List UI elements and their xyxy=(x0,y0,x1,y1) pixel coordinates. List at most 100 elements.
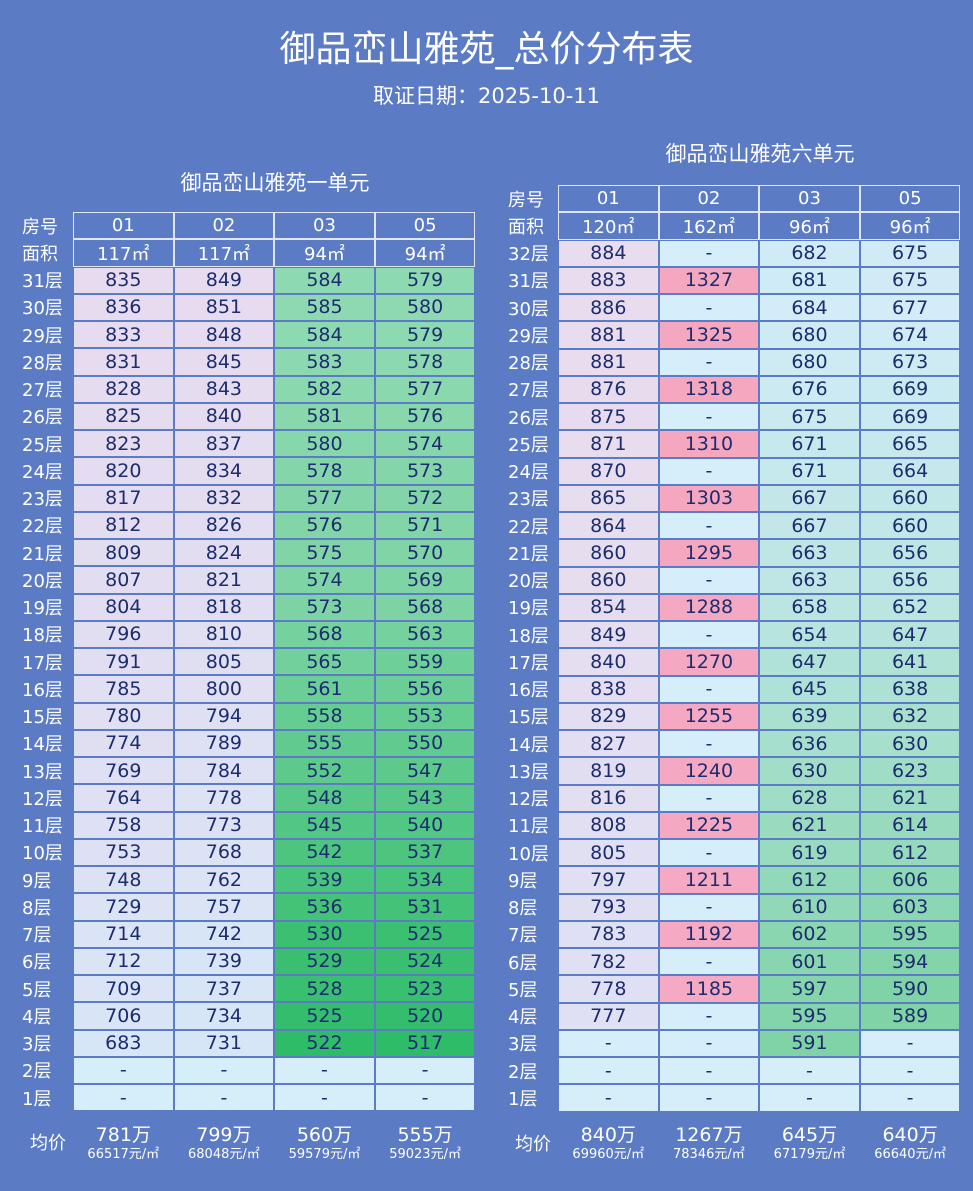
price-cell: 578 xyxy=(374,348,476,376)
average-total: 560万 xyxy=(296,1123,353,1146)
price-cell: 576 xyxy=(274,511,375,539)
price-cell: 619 xyxy=(759,839,860,867)
floor-label: 26层 xyxy=(508,407,549,429)
floor-label: 8层 xyxy=(508,898,538,920)
price-cell: 807 xyxy=(73,566,174,594)
price-cell: 849 xyxy=(558,621,659,649)
price-cell: 614 xyxy=(859,811,961,839)
floor-label: 24层 xyxy=(22,461,63,483)
room-area: 120㎡ xyxy=(558,212,659,240)
price-cell: 865 xyxy=(558,484,659,512)
floor-label: 16层 xyxy=(508,680,549,702)
price-cell: 594 xyxy=(859,948,961,976)
price-cell: 603 xyxy=(859,893,961,921)
average-unit-price: 78346元/㎡ xyxy=(673,1147,745,1162)
price-cell: 835 xyxy=(73,266,174,294)
issue-date: 取证日期：2025-10-11 xyxy=(372,84,601,108)
floor-label: 27层 xyxy=(22,380,63,402)
price-cell: 656 xyxy=(859,539,961,567)
price-cell: 838 xyxy=(558,675,659,703)
price-cell: - xyxy=(658,839,760,867)
floor-label: 20层 xyxy=(508,571,549,593)
floor-label: 12层 xyxy=(508,789,549,811)
price-cell: 1240 xyxy=(658,757,760,785)
price-cell: 871 xyxy=(558,430,659,458)
floor-label: 8层 xyxy=(22,897,52,919)
price-cell: 1255 xyxy=(658,702,760,730)
price-cell: 612 xyxy=(759,866,860,894)
price-cell: - xyxy=(658,403,760,431)
price-cell: 530 xyxy=(274,920,375,948)
price-cell: 875 xyxy=(558,403,659,431)
price-cell: 682 xyxy=(759,239,860,267)
average-total: 799万 xyxy=(196,1123,252,1146)
price-cell: 709 xyxy=(73,975,174,1003)
price-cell: - xyxy=(658,1002,760,1030)
price-cell: 796 xyxy=(73,620,174,648)
price-cell: 630 xyxy=(859,730,961,758)
floor-label: 20层 xyxy=(22,570,63,592)
floor-label: 17层 xyxy=(22,652,63,674)
price-cell: 556 xyxy=(374,675,476,703)
price-cell: 621 xyxy=(859,784,961,812)
price-cell: 758 xyxy=(73,811,174,839)
price-cell: 645 xyxy=(759,675,860,703)
average-total: 840万 xyxy=(580,1124,636,1146)
price-cell: - xyxy=(374,1084,476,1112)
price-cell: 836 xyxy=(73,293,174,321)
floor-label: 32层 xyxy=(508,244,549,266)
price-cell: 1192 xyxy=(658,920,760,948)
floor-label: 18层 xyxy=(508,625,549,647)
price-cell: 582 xyxy=(274,375,375,403)
price-cell: 563 xyxy=(374,620,476,648)
price-cell: 595 xyxy=(759,1002,860,1030)
price-cell: - xyxy=(173,1084,275,1112)
price-cell: - xyxy=(658,348,760,376)
price-cell: 819 xyxy=(558,757,659,785)
price-cell: 669 xyxy=(859,403,961,431)
price-cell: - xyxy=(374,1056,476,1084)
room-number: 02 xyxy=(658,185,760,213)
floor-label: 14层 xyxy=(508,734,549,756)
price-cell: 671 xyxy=(759,430,860,458)
price-cell: 577 xyxy=(274,484,375,512)
price-cell: - xyxy=(658,294,760,322)
price-cell: - xyxy=(658,621,760,649)
floor-label: 15层 xyxy=(508,707,549,729)
price-cell: 636 xyxy=(759,730,860,758)
price-cell: 881 xyxy=(558,348,659,376)
price-cell: - xyxy=(658,675,760,703)
floor-label: 4层 xyxy=(508,1007,538,1029)
price-cell: 782 xyxy=(558,948,659,976)
price-cell: 794 xyxy=(173,702,275,730)
price-cell: 714 xyxy=(73,920,174,948)
price-cell: 528 xyxy=(274,975,375,1003)
price-cell: 553 xyxy=(374,702,476,730)
price-cell: 669 xyxy=(859,375,961,403)
price-cell: 797 xyxy=(558,866,659,894)
price-cell: - xyxy=(658,784,760,812)
room-area: 96㎡ xyxy=(859,212,961,240)
price-cell: 820 xyxy=(73,457,174,485)
floor-label: 11层 xyxy=(508,816,549,838)
price-cell: 584 xyxy=(274,321,375,349)
price-cell: 810 xyxy=(173,620,275,648)
price-cell: - xyxy=(859,1029,961,1057)
price-cell: 773 xyxy=(173,811,275,839)
price-cell: 1327 xyxy=(658,266,760,294)
average-total: 640万 xyxy=(882,1124,938,1146)
price-cell: - xyxy=(558,1084,659,1112)
floor-label: 5层 xyxy=(508,979,538,1001)
price-cell: 660 xyxy=(859,484,961,512)
price-cell: 664 xyxy=(859,457,961,485)
price-cell: 580 xyxy=(374,293,476,321)
room-number: 03 xyxy=(274,212,375,240)
price-cell: 684 xyxy=(759,294,860,322)
price-cell: - xyxy=(658,1029,760,1057)
price-cell: 1225 xyxy=(658,811,760,839)
price-cell: 809 xyxy=(73,539,174,567)
price-cell: 621 xyxy=(759,811,860,839)
average-unit-price: 59579元/㎡ xyxy=(288,1146,361,1162)
price-cell: 827 xyxy=(558,730,659,758)
price-cell: 663 xyxy=(759,539,860,567)
